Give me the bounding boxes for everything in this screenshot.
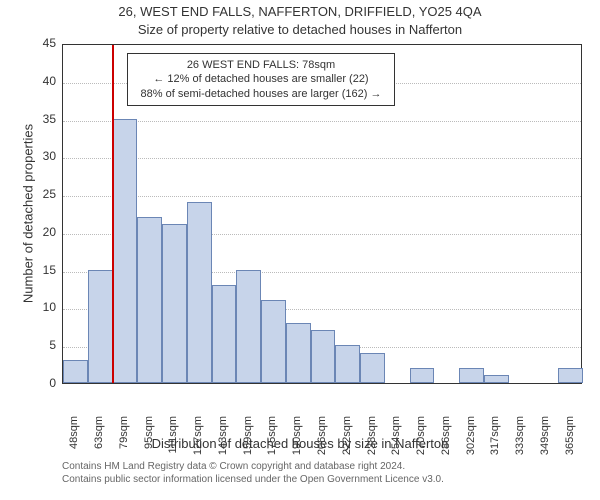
gridline [63,158,581,159]
histogram-bar [162,224,187,383]
x-tick-label: 127sqm [192,416,204,462]
histogram-bar [558,368,583,383]
x-tick-label: 302sqm [465,416,477,462]
gridline [63,121,581,122]
histogram-bar [187,202,212,383]
histogram-bar [212,285,237,383]
x-tick-label: 206sqm [316,416,328,462]
y-tick-label: 10 [32,300,56,314]
x-tick-label: 222sqm [341,416,353,462]
y-tick-label: 40 [32,74,56,88]
x-tick-label: 95sqm [143,416,155,462]
chart-subtitle: Size of property relative to detached ho… [0,22,600,37]
chart-title: 26, WEST END FALLS, NAFFERTON, DRIFFIELD… [0,4,600,19]
x-tick-label: 286sqm [440,416,452,462]
y-tick-label: 5 [32,338,56,352]
annotation-line: ← 12% of detached houses are smaller (22… [134,72,388,86]
annotation-line: 88% of semi-detached houses are larger (… [134,87,388,101]
y-tick-label: 0 [32,376,56,390]
y-tick-label: 30 [32,149,56,163]
histogram-bar [459,368,484,383]
histogram-bar [410,368,435,383]
x-tick-label: 63sqm [93,416,105,462]
x-tick-label: 143sqm [217,416,229,462]
annotation-line: 26 WEST END FALLS: 78sqm [134,58,388,72]
histogram-bar [63,360,88,383]
x-tick-label: 270sqm [415,416,427,462]
histogram-bar [88,270,113,383]
histogram-bar [137,217,162,383]
x-tick-label: 79sqm [118,416,130,462]
y-tick-label: 35 [32,112,56,126]
y-axis-label: Number of detached properties [21,114,36,314]
x-tick-label: 159sqm [242,416,254,462]
y-tick-label: 25 [32,187,56,201]
attribution-line: Contains public sector information licen… [62,473,444,486]
plot-area: 26 WEST END FALLS: 78sqm← 12% of detache… [62,44,582,384]
x-tick-label: 175sqm [266,416,278,462]
property-marker-line [112,45,114,383]
x-tick-label: 333sqm [514,416,526,462]
histogram-bar [113,119,138,383]
y-tick-label: 20 [32,225,56,239]
x-tick-label: 254sqm [390,416,402,462]
histogram-bar [311,330,336,383]
x-tick-label: 317sqm [489,416,501,462]
attribution-text: Contains HM Land Registry data © Crown c… [62,460,444,486]
x-tick-label: 48sqm [68,416,80,462]
x-tick-label: 365sqm [564,416,576,462]
annotation-box: 26 WEST END FALLS: 78sqm← 12% of detache… [127,53,395,106]
histogram-bar [484,375,509,383]
y-tick-label: 15 [32,263,56,277]
y-tick-label: 45 [32,36,56,50]
histogram-bar [360,353,385,383]
x-tick-label: 190sqm [291,416,303,462]
histogram-bar [261,300,286,383]
histogram-bar [286,323,311,383]
x-tick-label: 238sqm [366,416,378,462]
histogram-bar [236,270,261,383]
x-tick-label: 349sqm [539,416,551,462]
gridline [63,196,581,197]
histogram-bar [335,345,360,383]
x-tick-label: 111sqm [167,416,179,462]
